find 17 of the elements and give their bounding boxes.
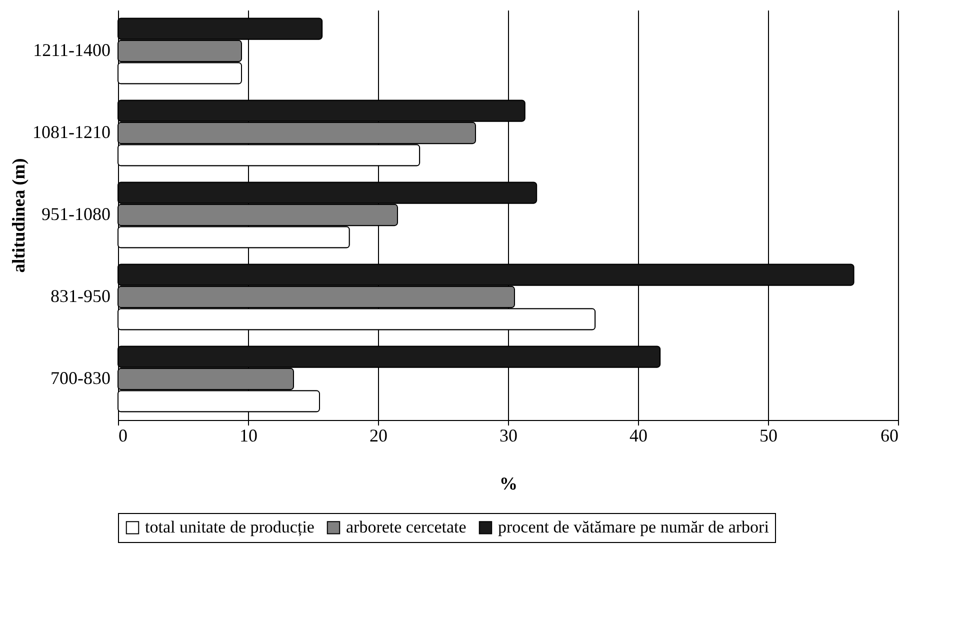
y-tick-label: 1081-1210 bbox=[32, 122, 110, 142]
x-axis-title: % bbox=[500, 474, 518, 494]
x-tick-label: 20 bbox=[370, 426, 388, 446]
y-axis-title: altitudinea (m) bbox=[8, 158, 29, 273]
y-tick-label: 1211-1400 bbox=[33, 40, 110, 60]
y-tick-label: 700-830 bbox=[50, 368, 110, 388]
x-tick-label: 50 bbox=[760, 426, 778, 446]
x-tick-label: 30 bbox=[500, 426, 518, 446]
x-tick-label: 0 bbox=[118, 426, 128, 446]
x-tick-label: 40 bbox=[630, 426, 648, 446]
legend-label: arborete cercetate bbox=[346, 518, 466, 537]
y-tick-label: 951-1080 bbox=[42, 204, 110, 224]
x-tick-label: 60 bbox=[880, 426, 898, 446]
x-tick-label: 10 bbox=[240, 426, 258, 446]
legend-label: total unitate de producție bbox=[145, 518, 314, 537]
y-tick-label: 831-950 bbox=[50, 286, 110, 306]
legend-label: procent de vătămare pe număr de arbori bbox=[498, 518, 770, 537]
